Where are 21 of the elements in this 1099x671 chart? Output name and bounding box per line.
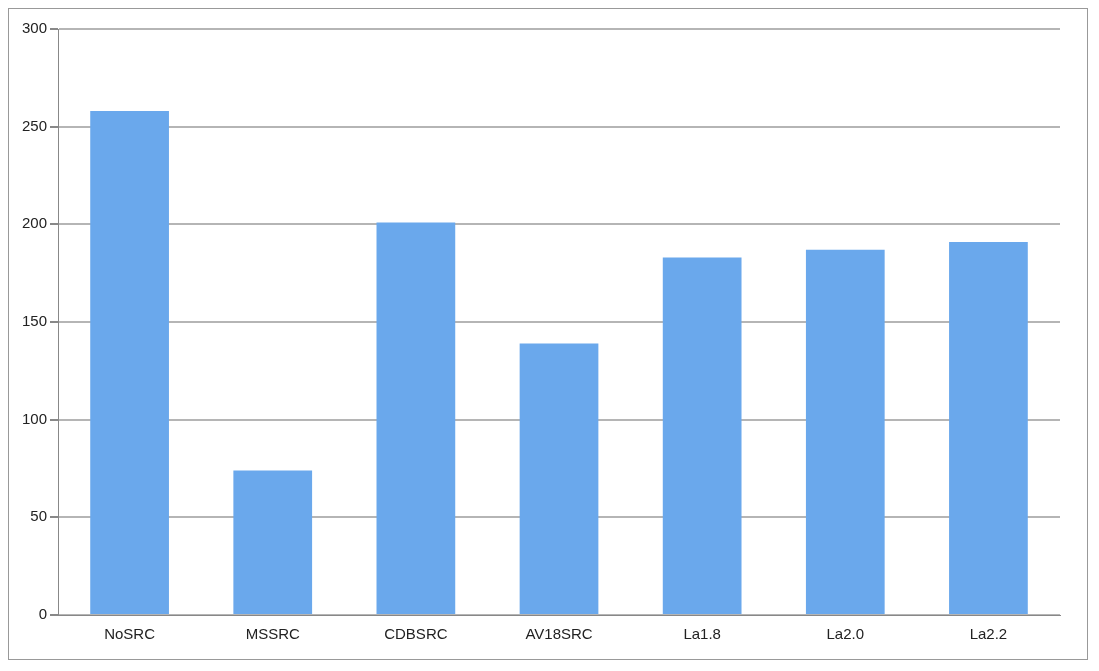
bar [805, 249, 885, 614]
y-tick-label: 50 [30, 507, 48, 525]
x-tick-label: La2.2 [969, 625, 1008, 643]
y-tick-label: 200 [22, 214, 48, 232]
bar [376, 222, 456, 614]
y-tick-label: 250 [22, 116, 48, 134]
y-tick-label: 150 [22, 312, 48, 330]
x-tick-label: AV18SRC [525, 625, 593, 643]
bar [662, 257, 742, 614]
y-tick-label: 300 [22, 19, 48, 37]
y-tick-label: 100 [22, 409, 48, 427]
x-tick-label: CDBSRC [384, 625, 448, 643]
y-tick-label: 0 [38, 605, 48, 623]
bar [949, 241, 1028, 614]
bar [233, 470, 313, 614]
x-tick-label: La1.8 [683, 625, 721, 643]
x-tick-label: MSSRC [245, 625, 300, 643]
bar [90, 111, 169, 614]
x-tick-label: La2.0 [826, 625, 865, 643]
bar [519, 343, 599, 614]
x-tick-label: NoSRC [104, 625, 156, 643]
